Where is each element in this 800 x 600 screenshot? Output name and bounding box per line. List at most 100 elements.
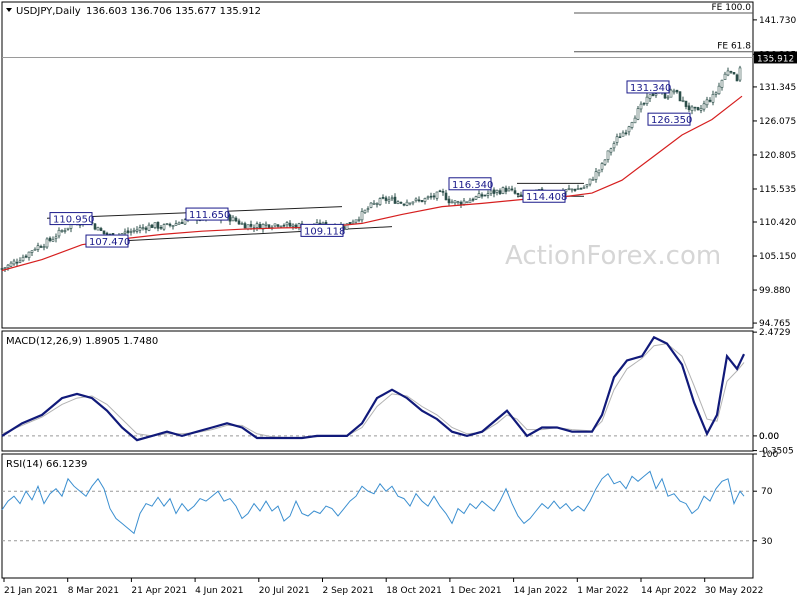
annotation-label: 116.340 [452,180,493,191]
time-tick-label: 20 Jul 2021 [259,586,310,596]
time-tick-label: 21 Jan 2021 [4,586,58,596]
candle-body [279,225,283,228]
candle-body [366,208,370,210]
price-tick-label: 115.535 [759,185,796,195]
candle-body [345,223,349,230]
candle-body [423,198,427,202]
macd-panel-frame [1,330,754,452]
candle-body [234,217,238,222]
time-tick-label: 8 Mar 2021 [68,586,119,596]
candle-body [477,193,481,198]
annotation-box [522,189,566,203]
candle-body [726,70,730,76]
candle-body [720,79,724,88]
candle-body [132,229,136,232]
candle-body [453,200,457,204]
candle-body [513,190,517,194]
time-tick-label: 30 May 2022 [705,586,764,596]
candle-body [351,221,355,224]
price-annotation: 109.118 [300,223,345,237]
candle-body [438,190,442,193]
candle-body [594,171,598,180]
candle-body [348,222,352,225]
candle-body [162,224,166,230]
candle-body [501,187,505,194]
current-price-line: 135.912 [2,51,797,64]
candle-body [624,132,628,135]
price-annotation: 110.950 [49,212,94,226]
candle-body [450,201,454,204]
annotation-box [626,80,670,94]
candle-body [639,103,643,110]
candle-body [21,256,25,262]
candle-body [474,196,478,200]
candle-body [144,227,148,230]
chart-title: USDJPY,Daily [16,6,81,17]
candle-body [228,214,232,222]
candle-body [702,103,706,110]
time-tick-label: 21 Apr 2021 [131,586,187,596]
price-tick-label: 136.395 [759,50,796,60]
candle-body [648,94,652,99]
candle-body [696,107,700,111]
candle-body [0,268,4,270]
candle-body [159,227,163,229]
rsi-tick-label: 70 [761,487,773,497]
candle-body [243,223,247,229]
candle-body [519,194,523,197]
candle-body [573,188,577,191]
candle-body [507,188,511,192]
title-dropdown-icon[interactable] [6,8,12,12]
candle-body [645,96,649,104]
candle-body [57,229,61,237]
candle-body [102,230,106,235]
candle-body [66,227,70,230]
annotation-box [185,207,229,221]
candle-body [447,198,451,204]
candle-body [699,108,703,111]
candle-body [585,184,589,187]
candle-body [165,223,169,225]
macd-main-line [1,335,745,442]
candle-body [498,190,502,195]
moving-average-line [1,95,743,272]
candle-body [588,178,592,185]
candle-body [510,188,514,191]
candle-body [576,188,580,190]
candle-body [183,219,187,225]
macd-tick-label: -0.3505 [759,447,794,457]
candle-body [135,229,139,232]
candle-body [723,73,727,80]
candle-body [732,72,736,75]
candle-body [681,100,685,102]
candle-body [384,197,388,201]
candle-body [642,102,646,105]
candle-body [3,267,7,269]
candle-body [171,225,175,227]
candle-body [12,260,16,265]
candle-body [255,223,259,228]
candle-body [396,201,400,204]
candle-body [123,231,127,234]
candle-body [468,199,472,203]
rsi-line [1,470,745,535]
candle-body [354,219,358,223]
rsi-tick-label: 30 [761,537,773,547]
candle-body [174,223,178,226]
candle-body [705,99,709,106]
candle-body [96,227,100,231]
candle-body [399,202,403,204]
time-tick-label: 14 Jan 2022 [514,586,568,596]
candle-body [168,223,172,226]
candle-body [249,224,253,227]
candle-body [30,250,34,253]
candle-body [408,202,412,205]
candle-body [387,199,391,202]
annotation-label: 114.408 [526,192,567,203]
time-tick-label: 2 Sep 2021 [323,586,374,596]
ohlc-readout: 136.603 136.706 135.677 135.912 [86,6,261,17]
price-annotation: 126.350 [647,112,692,126]
candle-body [738,67,742,81]
rsi-title: RSI(14) 66.1239 [6,459,87,470]
price-tick-label: 99.880 [759,286,791,296]
